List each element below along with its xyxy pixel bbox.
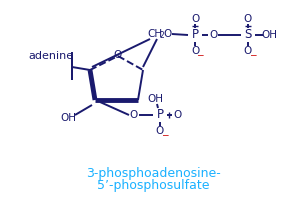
Text: P: P [156,108,163,122]
Text: −: − [161,131,169,139]
Text: O: O [114,50,122,60]
Text: 3-phosphoadenosine-: 3-phosphoadenosine- [86,167,220,179]
Text: −: − [196,51,204,60]
Text: O: O [191,14,199,24]
Text: −: − [249,51,257,60]
Text: 5’-phosphosulfate: 5’-phosphosulfate [97,179,209,191]
Text: OH: OH [147,94,163,104]
Text: O: O [244,14,252,24]
Text: O: O [191,46,199,56]
Text: O: O [244,46,252,56]
Text: OH: OH [60,113,76,123]
Text: adenine: adenine [28,51,73,61]
Text: OH: OH [261,30,277,40]
Text: 2: 2 [160,31,164,41]
Text: O: O [174,110,182,120]
Text: P: P [192,28,199,42]
Text: O: O [209,30,217,40]
Text: CH: CH [147,29,162,39]
Text: O: O [156,126,164,136]
Text: S: S [244,28,252,42]
Text: O: O [130,110,138,120]
Text: O: O [164,29,172,39]
